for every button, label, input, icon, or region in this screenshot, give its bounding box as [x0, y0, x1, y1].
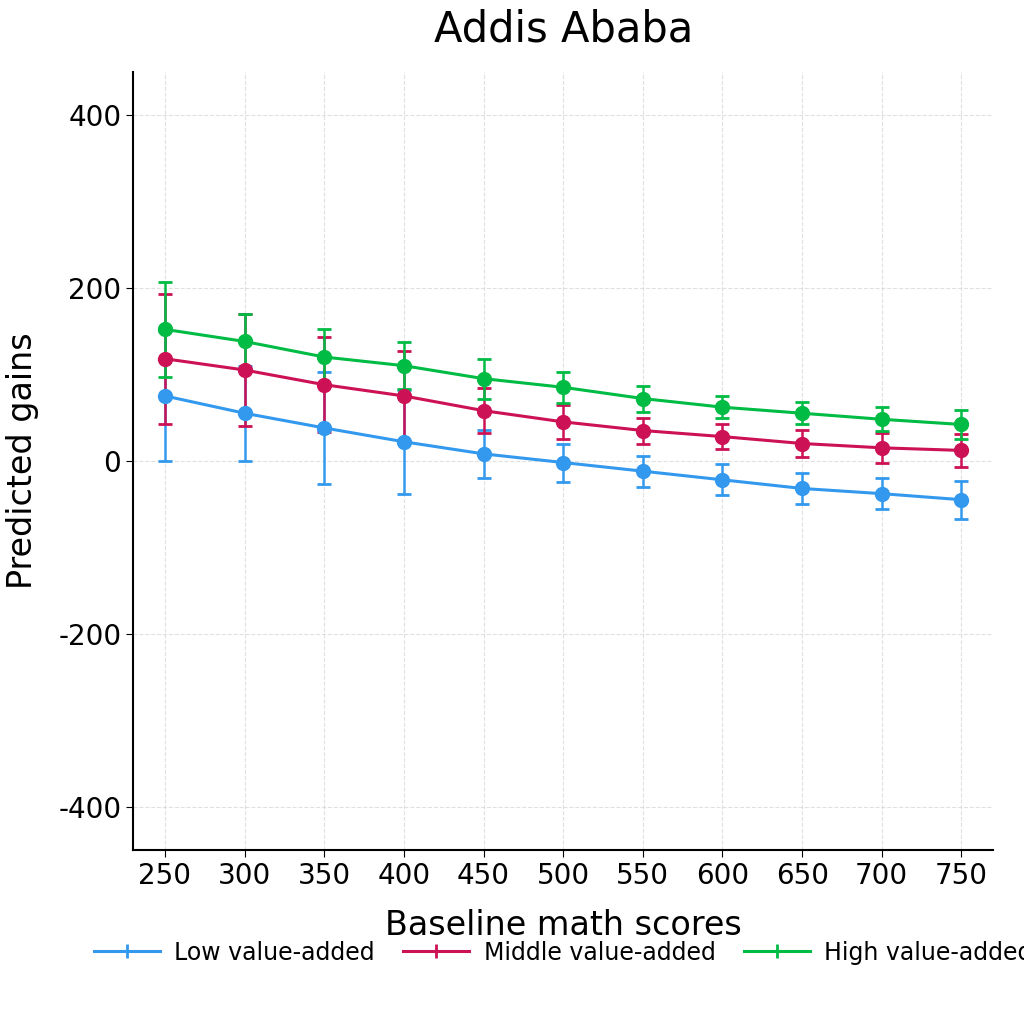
Y-axis label: Predicted gains: Predicted gains: [6, 333, 39, 589]
Legend: Low value-added, Middle value-added, High value-added: Low value-added, Middle value-added, Hig…: [85, 932, 1024, 974]
X-axis label: Baseline math scores: Baseline math scores: [385, 909, 741, 942]
Title: Addis Ababa: Addis Ababa: [433, 8, 693, 50]
